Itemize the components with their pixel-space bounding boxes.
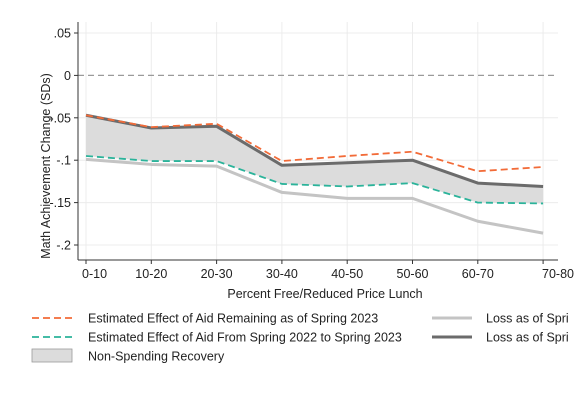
x-tick-label: 10-20 [135,267,167,281]
legend-label-aid-2022-2023: Estimated Effect of Aid From Spring 2022… [88,331,402,345]
y-tick-label: .05 [54,27,71,41]
series-line-1 [85,155,544,205]
band-layer [86,115,544,204]
x-tick-label: 40-50 [331,267,363,281]
y-tick-label: -.05 [49,111,71,125]
y-tick-label: -.2 [56,239,71,253]
legend-label-loss-light: Loss as of Spri [486,312,569,326]
legend: Estimated Effect of Aid Remaining as of … [31,312,569,364]
series-line-2 [85,157,544,235]
legend-key-band [31,348,73,363]
x-tick-label: 70-80 [542,267,574,281]
x-axis-title: Percent Free/Reduced Price Lunch [227,287,422,301]
legend-label-aid-remaining: Estimated Effect of Aid Remaining as of … [88,312,378,326]
band-non-spending-recovery [86,115,544,204]
y-axis-title: Math Achievement Change (SDs) [39,73,53,259]
legend-label-loss-dark: Loss as of Spri [486,331,569,345]
series-line-0 [85,114,544,173]
series-lines [85,113,544,235]
series-line-3 [85,113,544,188]
y-tick-label: -.1 [56,154,71,168]
x-tick-label: 20-30 [201,267,233,281]
x-tick-label: 60-70 [462,267,494,281]
x-tick-label: 30-40 [266,267,298,281]
legend-label-band: Non-Spending Recovery [88,350,225,364]
x-tick-label: 50-60 [397,267,429,281]
x-tick-label: 0-10 [82,267,107,281]
y-tick-label: 0 [64,69,71,83]
axes: .05 0 -.05 -.1 -.15 -.2 0-10 10-20 20-30 30-40 40-… [49,22,574,281]
y-tick-label: -.15 [49,196,71,210]
